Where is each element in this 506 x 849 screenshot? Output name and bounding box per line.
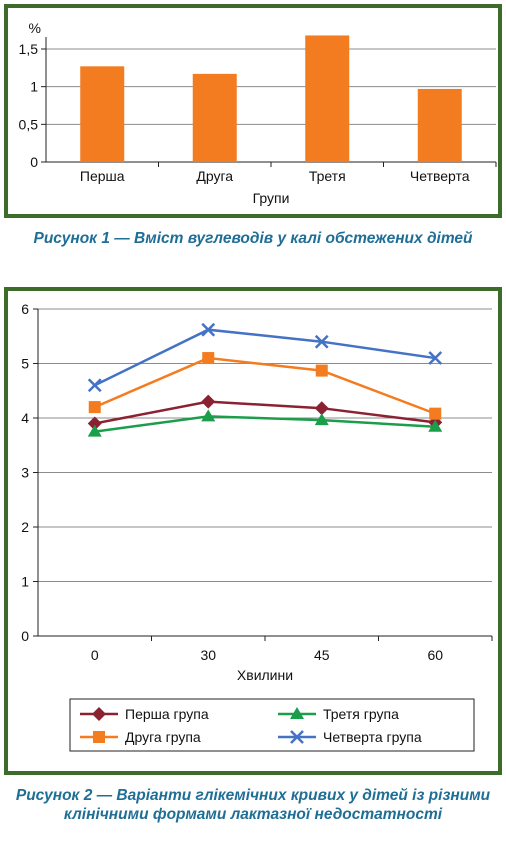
- y-tick-label: 3: [21, 465, 29, 481]
- figure-2-caption: Рисунок 2 — Варіанти глікемічних кривих …: [15, 787, 491, 823]
- series-line: [94, 356, 436, 415]
- data-point: [428, 351, 443, 365]
- series-square: [88, 352, 442, 420]
- line-chart-panel: 0 1 2 3 4 5 6 0 30 45 60 Хвилини Перша група Третя гр…: [4, 287, 502, 775]
- data-point: [88, 401, 101, 414]
- legend-label: Друга група: [125, 729, 201, 745]
- legend-marker: [93, 731, 105, 743]
- unit-label: %: [29, 20, 41, 36]
- series-line: [94, 400, 436, 425]
- y-tick-label: 1: [21, 574, 29, 590]
- bar: [80, 66, 125, 162]
- bar: [305, 35, 350, 162]
- figure-1-caption: Рисунок 1 — Вміст вуглеводів у калі обст…: [33, 230, 473, 247]
- data-point: [201, 409, 216, 422]
- x-tick-label: 0: [91, 647, 99, 663]
- x-axis-title: Хвилини: [237, 667, 293, 683]
- series-line: [94, 328, 436, 387]
- data-point: [314, 413, 329, 426]
- x-tick-label: 30: [200, 647, 216, 663]
- legend-label: Четверта група: [323, 729, 422, 745]
- legend-item: Четверта група: [278, 729, 422, 745]
- x-tick-label: Четверта: [410, 168, 470, 184]
- legend: Перша група Третя група Друга група Четверт…: [69, 698, 475, 752]
- legend-marker: [290, 730, 304, 744]
- data-point: [314, 334, 329, 349]
- legend-label: Перша група: [125, 706, 209, 722]
- data-point: [201, 322, 216, 337]
- bar: [417, 88, 462, 162]
- legend-item: Друга група: [80, 729, 201, 745]
- data-point: [87, 416, 102, 431]
- y-tick-label: 1,5: [19, 41, 39, 57]
- series-triangle: [87, 409, 443, 437]
- series-x: [87, 322, 443, 393]
- legend-marker: [92, 707, 106, 721]
- legend-marker: [290, 707, 304, 719]
- y-tick-label: 0: [21, 628, 29, 644]
- data-point: [428, 419, 443, 432]
- data-point: [429, 407, 442, 420]
- data-point: [202, 352, 215, 365]
- y-tick-label: 0: [30, 154, 38, 170]
- legend-item: Третя група: [278, 706, 399, 722]
- y-tick-label: 4: [21, 410, 29, 426]
- y-tick-label: 0,5: [19, 116, 39, 132]
- x-tick-label: Перша: [80, 168, 125, 184]
- x-tick-label: Третя: [309, 168, 346, 184]
- x-axis-title: Групи: [253, 190, 290, 206]
- x-tick-label: Друга: [196, 168, 233, 184]
- data-point: [87, 378, 102, 393]
- legend-label: Третя група: [323, 706, 399, 722]
- series-line: [94, 415, 436, 433]
- y-tick-label: 1: [30, 79, 38, 95]
- legend-box: [69, 698, 475, 752]
- data-point: [201, 394, 216, 409]
- legend-item: Перша група: [80, 706, 209, 722]
- y-tick-label: 6: [21, 301, 29, 317]
- x-tick-label: 60: [427, 647, 443, 663]
- bar: [192, 73, 237, 162]
- bar-chart-panel: 0 0,5 1 1,5% Перша Друга Третя Четверта Групи: [4, 4, 502, 218]
- data-point: [314, 401, 329, 416]
- y-tick-label: 2: [21, 519, 29, 535]
- bar-chart: 0 0,5 1 1,5% Перша Друга Третя Четверта Групи: [19, 20, 497, 206]
- x-tick-label: 45: [314, 647, 330, 663]
- data-point: [315, 364, 328, 377]
- data-point: [87, 424, 102, 437]
- y-tick-label: 5: [21, 356, 29, 372]
